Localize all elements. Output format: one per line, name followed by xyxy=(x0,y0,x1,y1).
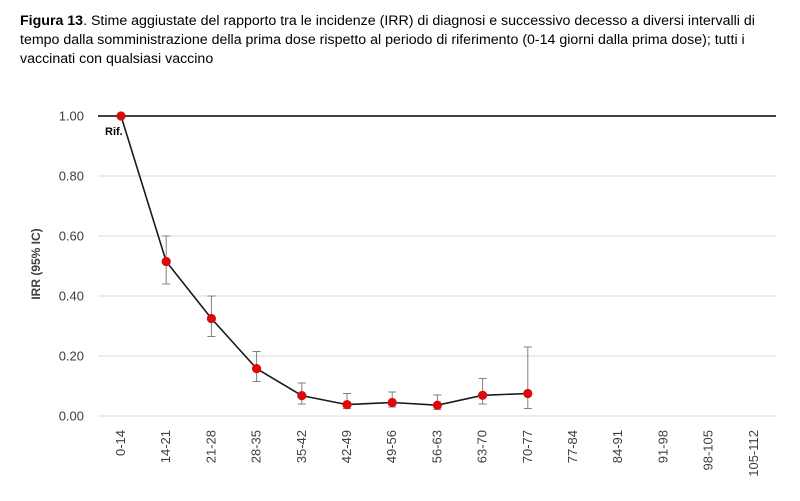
y-axis-title: IRR (95% IC) xyxy=(29,228,43,299)
figure-caption: Figura 13. Stime aggiustate del rapporto… xyxy=(20,12,790,69)
x-tick-label: 105-112 xyxy=(746,430,761,477)
error-bars xyxy=(162,235,532,410)
x-tick-label: 21-28 xyxy=(203,430,218,463)
x-tick-label: 14-21 xyxy=(158,430,173,463)
data-point xyxy=(297,391,307,401)
data-point xyxy=(478,390,488,400)
y-tick-label: 0.20 xyxy=(59,349,84,364)
data-point xyxy=(432,400,442,410)
data-point xyxy=(252,364,262,374)
data-point xyxy=(116,111,126,121)
data-point xyxy=(342,400,352,410)
data-point xyxy=(206,313,216,324)
y-tick-label: 0.00 xyxy=(59,409,84,424)
y-tick-labels: 0.00 0.20 0.40 0.60 0.80 1.00 xyxy=(59,109,84,424)
y-tick-label: 0.60 xyxy=(59,229,84,244)
x-tick-label: 28-35 xyxy=(249,430,264,463)
x-tick-label: 63-70 xyxy=(475,430,490,463)
x-tick-labels: 0-14 14-21 21-28 28-35 35-42 42-49 49-56 56-63 6… xyxy=(113,430,761,477)
data-point xyxy=(387,397,397,408)
x-tick-label: 70-77 xyxy=(520,430,535,463)
x-tick-label: 84-91 xyxy=(610,430,625,463)
gridlines xyxy=(98,115,776,417)
x-tick-label: 98-105 xyxy=(701,430,716,470)
series-line xyxy=(120,115,528,407)
x-tick-label: 91-98 xyxy=(655,430,670,463)
y-tick-label: 1.00 xyxy=(59,109,84,124)
x-tick-label: 56-63 xyxy=(429,430,444,463)
x-tick-label: 42-49 xyxy=(339,430,354,463)
data-point xyxy=(523,388,533,399)
figure-label: Figura 13 xyxy=(20,13,84,29)
reference-label: Rif. xyxy=(105,126,123,138)
figure-caption-text: . Stime aggiustate del rapporto tra le i… xyxy=(20,13,755,67)
y-tick-label: 0.80 xyxy=(59,169,84,184)
x-tick-label: 49-56 xyxy=(384,430,399,463)
y-tick-label: 0.40 xyxy=(59,289,84,304)
x-tick-label: 77-84 xyxy=(565,430,580,463)
data-points xyxy=(116,111,533,410)
data-point xyxy=(161,256,171,267)
series-lines xyxy=(120,115,528,407)
x-tick-label: 35-42 xyxy=(294,430,309,463)
x-tick-label: 0-14 xyxy=(113,430,128,456)
